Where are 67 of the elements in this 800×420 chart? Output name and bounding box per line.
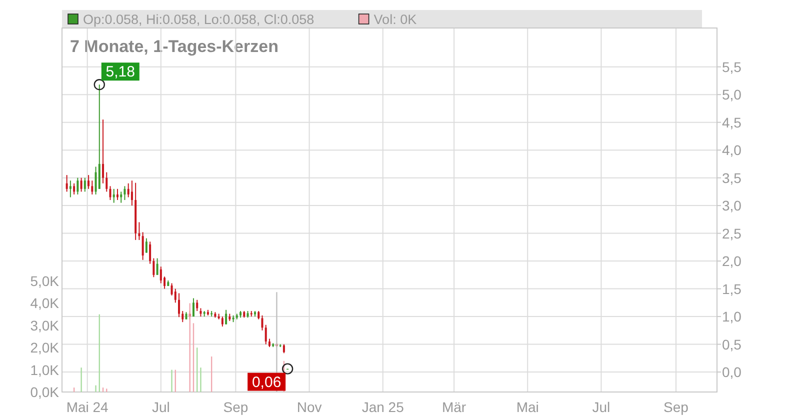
candlestick [170, 282, 173, 296]
y2-tick-label: 5,5 [722, 58, 742, 75]
x-tick-label: Nov [296, 399, 322, 415]
candlestick [116, 188, 118, 201]
candlestick [94, 166, 97, 195]
x-tick-label: Sep [223, 399, 248, 415]
y2-tick-label: 4,0 [722, 142, 742, 158]
x-tick-label: Mai [516, 399, 539, 415]
candlestick [152, 258, 155, 278]
annotation: 5,18 [106, 64, 135, 81]
candlestick [106, 172, 108, 192]
y-tick-label: 2,0K [30, 340, 60, 356]
candlestick [192, 298, 194, 318]
candlestick [160, 266, 162, 284]
candlestick [142, 232, 144, 260]
candlestick [225, 309, 228, 325]
candlestick [80, 177, 82, 192]
y2-tick-label: 4,5 [722, 114, 742, 130]
y-tick-label: 5,0K [30, 273, 60, 290]
text: 7 Monate, 1-Tages-Kerzen [70, 37, 278, 56]
candlestick [112, 188, 115, 204]
candlestick [73, 182, 76, 195]
y-tick-label: 1,0K [30, 362, 60, 378]
y2-tick-label: 1,0 [722, 308, 742, 325]
y2-tick-label: 3,5 [722, 170, 742, 186]
candlestick [130, 180, 133, 206]
x-tick-label: Jul [152, 399, 170, 415]
y2-tick-label: 3,0 [722, 198, 742, 214]
x-tick-label: Mai 24 [66, 399, 109, 415]
candlestick [178, 292, 180, 318]
y2-tick-label: 0,0 [722, 364, 742, 380]
candlestick [145, 238, 148, 254]
x-tick-label: Jan 25 [362, 399, 404, 415]
y2-tick-label: 2,0 [722, 253, 742, 270]
candlestick [76, 177, 79, 195]
candlestick [149, 241, 152, 264]
y-tick-label: 3,0K [30, 317, 60, 334]
candlestick [84, 177, 86, 192]
x-tick-label: Mär [442, 399, 466, 415]
y2-tick-label: 5,0 [722, 86, 742, 103]
candlestick [69, 180, 72, 198]
annotation: 0,06 [252, 374, 282, 391]
candlestick [264, 324, 267, 345]
y-tick-label: 0,0K [30, 384, 60, 400]
x-tick-label: Jul [592, 399, 610, 415]
candlestick [91, 180, 94, 195]
y2-tick-label: 2,5 [722, 225, 742, 242]
x-tick-label: Sep [664, 399, 689, 415]
candlestick [174, 288, 176, 304]
candlestick [221, 316, 224, 328]
legend-label: Op:0.058, Hi:0.058, Lo:0.058, Cl:0.058 [83, 12, 314, 27]
candlestick [196, 299, 198, 312]
legend-label: Vol: 0K [374, 12, 417, 27]
candlestick [124, 186, 126, 201]
candlestick [88, 174, 90, 190]
candlestick [127, 182, 130, 198]
candlestick [66, 174, 68, 192]
candlestick [109, 186, 112, 201]
candlestick [102, 119, 104, 184]
candlestick [156, 258, 158, 276]
candlestick [120, 191, 122, 204]
candlestick [182, 310, 184, 323]
candlestick [138, 222, 140, 240]
candlestick [261, 314, 264, 331]
y2-tick-label: 1,5 [722, 280, 742, 297]
y2-tick-label: 0,5 [722, 336, 742, 352]
y-tick-label: 4,0K [30, 295, 60, 312]
